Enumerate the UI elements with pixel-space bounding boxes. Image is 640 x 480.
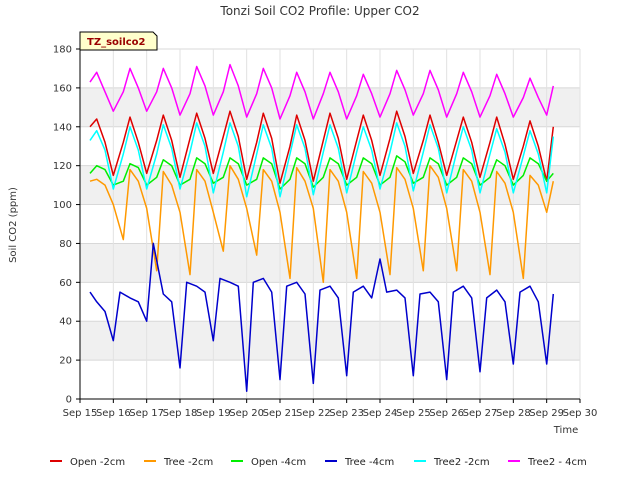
- x-tick-label-5: Sep 20: [229, 408, 264, 419]
- y-tick-label-3: 60: [59, 278, 72, 289]
- x-axis-title: Time: [553, 425, 578, 436]
- x-tick-label-6: Sep 21: [263, 408, 298, 419]
- legend-label-0: Open -2cm: [70, 457, 125, 468]
- series-line-0: [89, 110, 555, 184]
- x-tick-label-15: Sep 30: [563, 408, 598, 419]
- x-tick-label-1: Sep 16: [96, 408, 131, 419]
- legend-label-2: Open -4cm: [251, 457, 306, 468]
- y-tick-label-8: 160: [53, 83, 72, 94]
- x-tick-label-4: Sep 19: [196, 408, 231, 419]
- y-tick-label-2: 40: [59, 317, 72, 328]
- legend-label-1: Tree -2cm: [163, 457, 213, 468]
- site-tag-box: [79, 31, 158, 51]
- y-tick-label-0: 0: [66, 395, 72, 406]
- y-axis-ticks: 0 20 40 60 80 100 120 140 160 180: [53, 45, 80, 406]
- chart-title: Tonzi Soil CO2 Profile: Upper CO2: [219, 4, 419, 18]
- gridlines: [79, 48, 581, 400]
- y-tick-label-7: 140: [53, 122, 72, 133]
- legend-label-4: Tree2 -2cm: [433, 457, 490, 468]
- site-tag-label: TZ_soilco2: [87, 37, 146, 48]
- x-tick-label-10: Sep 25: [396, 408, 431, 419]
- series-line-3: [89, 242, 555, 392]
- site-tag: TZ_soilco2: [79, 31, 158, 51]
- legend-label-3: Tree -4cm: [344, 457, 394, 468]
- grid-band-1: [80, 243, 580, 283]
- legend: Open -2cm Tree -2cm Open -4cm Tree -4cm Tree…: [50, 457, 587, 468]
- grid-band-3: [80, 87, 580, 127]
- series-line-4: [89, 122, 555, 198]
- x-tick-label-3: Sep 18: [163, 408, 198, 419]
- y-axis-title: Soil CO2 (ppm): [8, 187, 19, 263]
- y-tick-label-1: 20: [59, 356, 72, 367]
- y-tick-label-4: 80: [59, 239, 72, 250]
- x-tick-label-11: Sep 26: [429, 408, 464, 419]
- x-tick-label-7: Sep 22: [296, 408, 331, 419]
- x-tick-label-14: Sep 29: [529, 408, 564, 419]
- series-line-1: [89, 164, 555, 284]
- x-tick-label-0: Sep 15: [63, 408, 98, 419]
- grid-band-0: [80, 321, 580, 361]
- legend-label-5: Tree2 - 4cm: [527, 457, 587, 468]
- series-line-5: [89, 63, 555, 120]
- x-tick-label-8: Sep 23: [329, 408, 364, 419]
- x-tick-label-12: Sep 27: [463, 408, 498, 419]
- y-tick-label-6: 120: [53, 161, 72, 172]
- x-tick-label-13: Sep 28: [496, 408, 531, 419]
- x-tick-label-9: Sep 24: [363, 408, 398, 419]
- axes: [79, 49, 580, 400]
- y-tick-label-5: 100: [53, 200, 72, 211]
- x-tick-label-2: Sep 17: [129, 408, 164, 419]
- y-tick-label-9: 180: [53, 45, 72, 56]
- series-layer: [89, 63, 555, 392]
